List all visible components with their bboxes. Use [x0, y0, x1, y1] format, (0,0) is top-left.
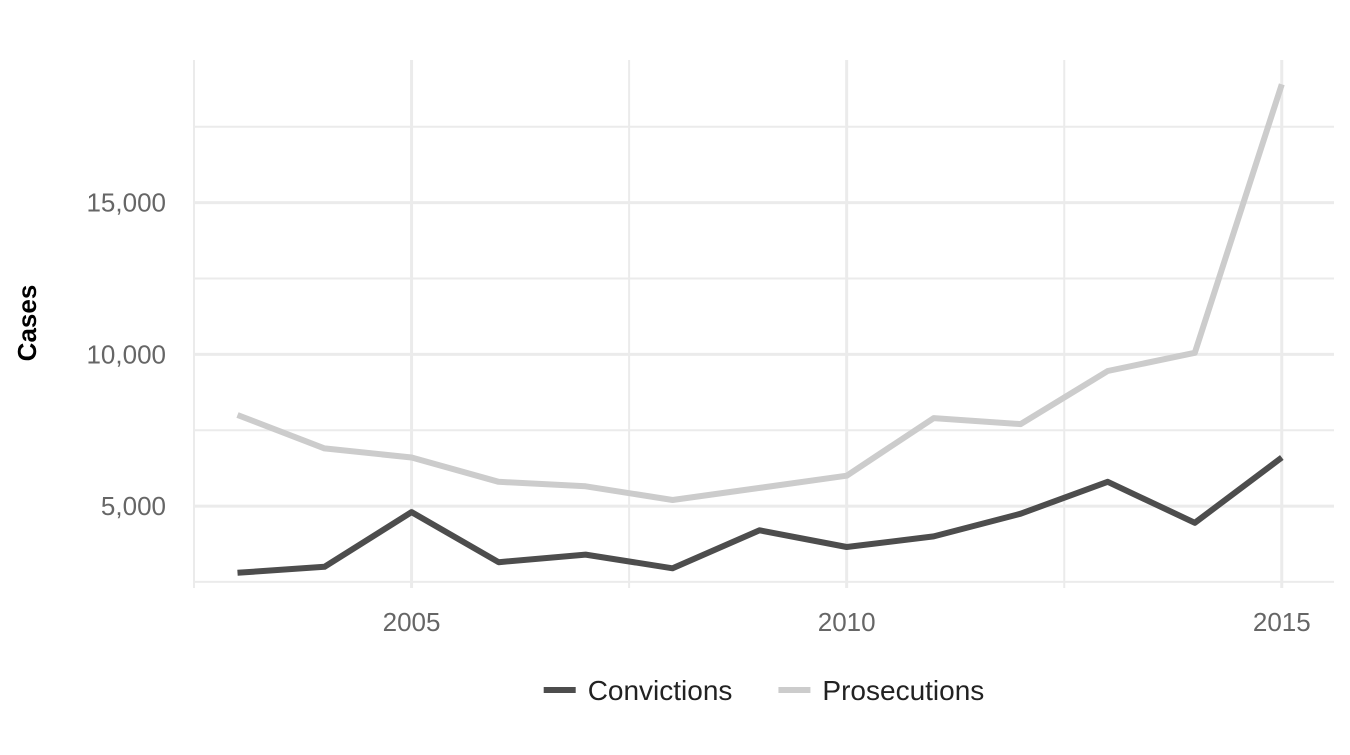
y-tick-label: 10,000: [86, 339, 166, 369]
x-tick-label: 2005: [383, 607, 441, 637]
legend-label: Prosecutions: [822, 675, 984, 706]
legend-item-convictions: Convictions: [544, 675, 733, 706]
legend-label: Convictions: [588, 675, 733, 706]
y-tick-label: 5,000: [101, 491, 166, 521]
series-line-convictions: [238, 458, 1282, 573]
legend-item-prosecutions: Prosecutions: [778, 675, 984, 706]
x-tick-label: 2015: [1253, 607, 1311, 637]
x-tick-label: 2010: [818, 607, 876, 637]
y-tick-label: 15,000: [86, 188, 166, 218]
legend: Convictions Prosecutions: [544, 675, 985, 706]
y-axis-title: Cases: [12, 285, 42, 362]
series-layer: [237, 84, 1281, 573]
series-line-prosecutions: [238, 84, 1282, 500]
